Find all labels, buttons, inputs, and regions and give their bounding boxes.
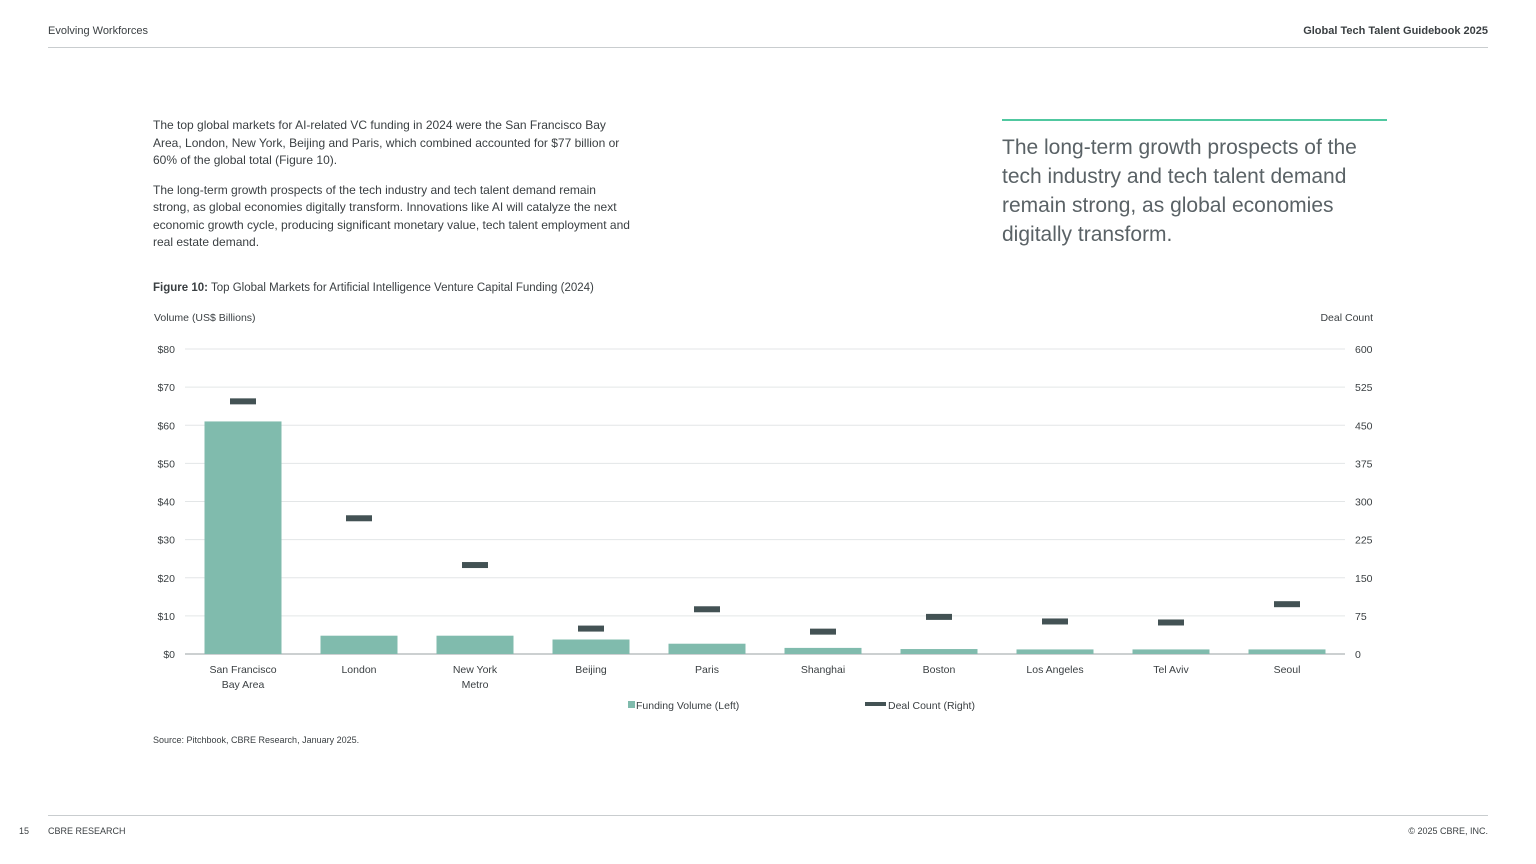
y-tick-label-left: $50 (157, 458, 175, 470)
body-paragraph-1: The top global markets for AI-related VC… (153, 118, 620, 167)
x-tick-label: London (341, 664, 376, 676)
figure-label: Figure 10: (153, 282, 208, 294)
x-tick-label: Tel Aviv (1153, 664, 1189, 676)
source-note: Source: Pitchbook, CBRE Research, Januar… (153, 735, 360, 745)
y-tick-label-left: $40 (157, 497, 175, 509)
y-tick-label-left: $10 (157, 611, 175, 623)
y-tick-label-left: $70 (157, 382, 175, 394)
deal-count-marker (346, 515, 372, 522)
footer-copyright: © 2025 CBRE, INC. (1408, 826, 1488, 836)
funding-volume-bar (1016, 649, 1094, 654)
deal-count-marker (926, 613, 952, 620)
x-tick-label: San Francisco (209, 664, 276, 676)
y-tick-label-right: 75 (1355, 611, 1367, 623)
y-tick-label-right: 300 (1355, 497, 1373, 509)
funding-volume-bar (900, 649, 978, 654)
funding-volume-bar (784, 647, 862, 654)
y-tick-label-left: $30 (157, 535, 175, 547)
section-title: Evolving Workforces (48, 25, 149, 37)
x-tick-label: Seoul (1274, 664, 1301, 676)
funding-volume-bar (204, 421, 282, 654)
y-tick-label-left: $20 (157, 573, 175, 585)
y-tick-label-right: 225 (1355, 535, 1373, 547)
deal-count-marker (462, 562, 488, 569)
page-number: 15 (19, 826, 30, 836)
y-tick-label-right: 525 (1355, 382, 1373, 394)
footer-brand: CBRE RESEARCH (48, 826, 126, 836)
funding-volume-bar (1132, 649, 1210, 654)
y-tick-label-right: 150 (1355, 573, 1373, 585)
x-tick-label: Shanghai (801, 664, 845, 676)
body-paragraph-2: The long-term growth prospects of the te… (153, 182, 630, 250)
deal-count-marker (1158, 619, 1184, 626)
x-tick-label: Bay Area (222, 679, 265, 691)
x-tick-label: Paris (695, 664, 719, 676)
footer-divider (48, 815, 1488, 816)
ai-vc-funding-chart: Volume (US$ Billions) Deal Count $0 0 $10 75 $… (154, 312, 1373, 712)
funding-volume-bar (1248, 649, 1326, 654)
publication-title: Global Tech Talent Guidebook 2025 (1303, 25, 1488, 37)
body-text: The top global markets for AI-related VC… (153, 117, 633, 264)
legend-label-funding-volume: Funding Volume (Left) (636, 700, 739, 712)
deal-count-marker (1042, 618, 1068, 625)
deal-count-marker (810, 628, 836, 635)
header-divider (48, 47, 1488, 48)
y-tick-label-left: $80 (157, 344, 175, 356)
figure-caption-text: Top Global Markets for Artificial Intell… (210, 282, 594, 294)
y-tick-label-right: 450 (1355, 420, 1373, 432)
x-tick-label: Metro (462, 679, 489, 691)
legend-label-deal-count: Deal Count (Right) (888, 700, 975, 712)
x-tick-label: New York (453, 664, 498, 676)
y-axis-left-title: Volume (US$ Billions) (154, 312, 256, 324)
deal-count-marker (230, 398, 256, 405)
pull-quote-divider (1002, 119, 1387, 121)
x-tick-label: Los Angeles (1026, 664, 1083, 676)
y-axis-right-title: Deal Count (1320, 312, 1373, 324)
x-tick-label: Boston (923, 664, 956, 676)
deal-count-marker (694, 606, 720, 613)
legend-swatch-funding-volume (628, 701, 635, 708)
deal-count-marker (578, 625, 604, 632)
y-tick-label-right: 0 (1355, 649, 1361, 661)
y-tick-label-right: 600 (1355, 344, 1373, 356)
funding-volume-bar (436, 635, 514, 654)
y-tick-label-right: 375 (1355, 458, 1373, 470)
x-tick-label: Beijing (575, 664, 607, 676)
funding-volume-bar (668, 643, 746, 654)
y-tick-label-left: $0 (163, 649, 175, 661)
legend-swatch-deal-count (865, 702, 886, 706)
deal-count-marker (1274, 601, 1300, 608)
y-tick-label-left: $60 (157, 420, 175, 432)
funding-volume-bar (552, 639, 630, 654)
funding-volume-bar (320, 635, 398, 654)
pull-quote: The long-term growth prospects of the te… (1002, 136, 1357, 246)
figure-caption: Figure 10: Top Global Markets for Artifi… (153, 282, 594, 294)
